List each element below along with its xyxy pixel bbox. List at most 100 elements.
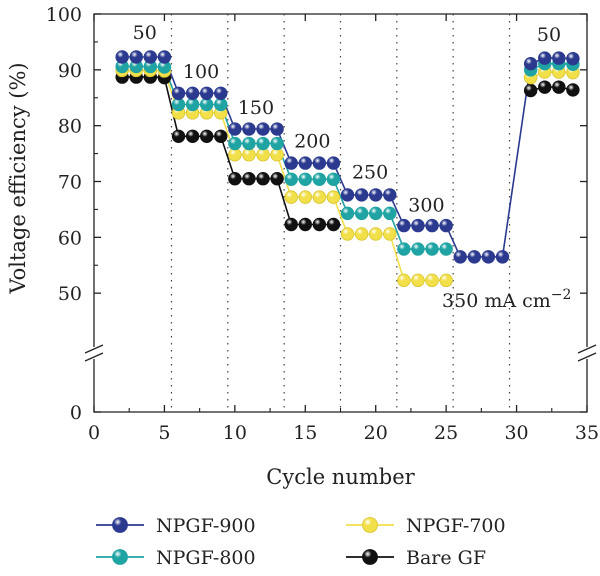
data-point-bare-gf bbox=[214, 129, 228, 143]
data-point-bare-gf bbox=[523, 83, 538, 98]
data-point-npgf-700 bbox=[354, 227, 369, 241]
legend-item-npgf-800: NPGF-800 bbox=[96, 547, 256, 569]
data-point-npgf-700 bbox=[439, 273, 453, 288]
data-point-npgf-900 bbox=[298, 156, 312, 170]
data-point-bare-gf bbox=[199, 129, 214, 143]
data-point-npgf-700 bbox=[397, 273, 411, 288]
data-point-npgf-900 bbox=[270, 122, 284, 136]
data-point-bare-gf bbox=[566, 83, 580, 97]
data-point-npgf-700 bbox=[383, 227, 397, 241]
data-point-npgf-900 bbox=[143, 50, 158, 64]
data-point-npgf-800 bbox=[185, 97, 200, 112]
data-point-bare-gf bbox=[228, 172, 242, 186]
data-point-npgf-900 bbox=[157, 50, 172, 64]
rate-annotation: 300 bbox=[408, 195, 444, 217]
data-point-npgf-800 bbox=[214, 97, 228, 112]
x-tick-label: 20 bbox=[364, 422, 388, 444]
data-point-npgf-800 bbox=[199, 97, 214, 112]
data-point-npgf-900 bbox=[284, 156, 298, 170]
axes: 0 5 10 15 20 25 30 35 0 50 60 70 80 90 100 bbox=[46, 4, 599, 444]
y-tick-label: 70 bbox=[58, 172, 82, 194]
data-point-npgf-900 bbox=[340, 188, 355, 202]
data-point-npgf-900 bbox=[171, 86, 186, 100]
data-point-npgf-900 bbox=[185, 86, 200, 100]
data-point-npgf-900 bbox=[467, 250, 482, 264]
x-tick-label: 5 bbox=[158, 422, 170, 444]
data-point-npgf-800 bbox=[298, 172, 312, 186]
data-point-npgf-700 bbox=[256, 147, 270, 162]
data-point-npgf-800 bbox=[228, 136, 242, 151]
rate-annotation: 150 bbox=[238, 97, 274, 119]
x-tick-label: 30 bbox=[504, 422, 528, 444]
data-point-bare-gf bbox=[312, 217, 327, 232]
data-point-npgf-800 bbox=[256, 136, 270, 151]
x-tick-label: 15 bbox=[293, 422, 317, 444]
data-point-npgf-900 bbox=[453, 250, 467, 264]
data-point-bare-gf bbox=[185, 129, 200, 143]
axis-break-mark bbox=[577, 352, 597, 362]
data-point-npgf-700 bbox=[340, 227, 355, 241]
data-point-npgf-800 bbox=[340, 206, 355, 221]
data-point-npgf-900 bbox=[354, 188, 369, 202]
data-point-npgf-700 bbox=[242, 147, 256, 162]
data-point-npgf-800 bbox=[411, 242, 425, 256]
legend-item-npgf-900: NPGF-900 bbox=[96, 515, 256, 537]
legend-marker bbox=[362, 549, 378, 565]
data-point-npgf-900 bbox=[552, 51, 566, 65]
data-point-npgf-800 bbox=[439, 242, 453, 256]
legend-marker bbox=[112, 517, 128, 533]
data-point-npgf-900 bbox=[397, 218, 411, 233]
data-point-npgf-900 bbox=[369, 188, 383, 202]
data-point-npgf-900 bbox=[115, 50, 129, 64]
data-point-npgf-800 bbox=[369, 206, 383, 221]
y-axis-title: Voltage efficiency (%) bbox=[6, 62, 30, 294]
data-point-bare-gf bbox=[298, 217, 312, 232]
legend-label: NPGF-700 bbox=[406, 515, 506, 537]
data-point-bare-gf bbox=[552, 80, 566, 94]
data-point-npgf-900 bbox=[425, 218, 439, 233]
data-point-npgf-900 bbox=[523, 56, 538, 71]
data-point-npgf-700 bbox=[284, 190, 298, 204]
data-point-npgf-900 bbox=[439, 218, 453, 233]
data-point-bare-gf bbox=[284, 217, 298, 232]
data-point-bare-gf bbox=[242, 172, 256, 186]
y-tick-label: 0 bbox=[70, 402, 82, 424]
data-point-npgf-900 bbox=[326, 156, 341, 170]
series-points bbox=[115, 50, 580, 288]
x-tick-label: 35 bbox=[575, 422, 599, 444]
y-tick-label: 80 bbox=[58, 116, 82, 138]
data-point-npgf-800 bbox=[383, 206, 397, 221]
data-point-npgf-900 bbox=[495, 250, 510, 264]
data-point-npgf-700 bbox=[369, 227, 383, 241]
legend-label: Bare GF bbox=[406, 547, 486, 569]
series-line-bare-gf bbox=[122, 76, 574, 226]
data-point-npgf-800 bbox=[284, 172, 298, 186]
data-point-npgf-800 bbox=[425, 242, 439, 256]
data-point-bare-gf bbox=[171, 129, 186, 143]
data-point-npgf-900 bbox=[312, 156, 327, 170]
data-point-npgf-700 bbox=[425, 273, 439, 288]
legend-label: NPGF-900 bbox=[156, 515, 256, 537]
rate-annotation: 350 mA cm−2 bbox=[442, 287, 571, 312]
rate-annotation: 50 bbox=[537, 24, 561, 46]
data-point-npgf-900 bbox=[566, 51, 580, 66]
data-point-npgf-800 bbox=[171, 97, 186, 112]
series-line-npgf-900 bbox=[122, 56, 573, 258]
y-tick-label: 60 bbox=[58, 227, 82, 249]
y-tick-label: 100 bbox=[46, 4, 82, 26]
legend-item-bare-gf: Bare GF bbox=[346, 547, 486, 569]
legend-marker bbox=[112, 549, 128, 565]
legend-item-npgf-700: NPGF-700 bbox=[346, 515, 506, 537]
data-point-bare-gf bbox=[270, 172, 284, 186]
data-point-npgf-800 bbox=[354, 206, 369, 221]
data-point-npgf-800 bbox=[397, 242, 411, 256]
data-point-npgf-800 bbox=[312, 172, 327, 186]
data-point-bare-gf bbox=[256, 172, 270, 186]
y-tick-label: 90 bbox=[58, 60, 82, 82]
axis-break-mark bbox=[84, 352, 104, 362]
legend-marker bbox=[362, 517, 378, 533]
rate-annotation: 100 bbox=[183, 61, 219, 83]
data-point-npgf-800 bbox=[326, 172, 341, 186]
